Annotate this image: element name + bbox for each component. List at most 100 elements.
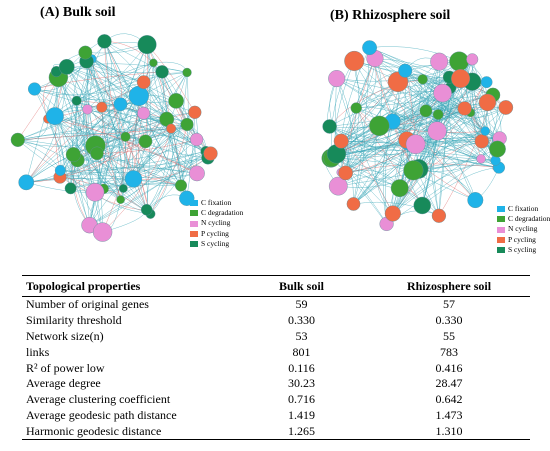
table-cell: 0.116 (288, 360, 315, 375)
network-edge (54, 116, 90, 226)
table-header: Bulk soil (278, 279, 325, 293)
network-edge (341, 110, 427, 142)
network-node (405, 134, 426, 155)
network-edge (89, 153, 211, 226)
network-node (174, 179, 187, 192)
network-edge (425, 110, 440, 216)
table-cell: Average degree (26, 376, 101, 391)
table-row: Average clustering coefficient 0.716 0.642 (22, 392, 530, 408)
network-edge (85, 52, 187, 199)
network-node (137, 35, 157, 55)
network-edge (54, 115, 146, 142)
network-edge (89, 151, 206, 226)
network-edge (54, 115, 121, 200)
network-node (466, 53, 479, 66)
network-edge (76, 41, 105, 161)
legend-item-c-fixation: C fixation (190, 198, 243, 208)
table-cell: 783 (440, 344, 458, 359)
network-edge (34, 81, 144, 96)
network-node (97, 34, 112, 49)
network-node (138, 134, 153, 149)
network-edge (120, 128, 172, 200)
legend-item-p-cycling: P cycling (190, 229, 243, 239)
network-edge (26, 177, 124, 189)
network-node (116, 195, 125, 204)
network-edge (369, 47, 488, 103)
network-edge (17, 136, 126, 147)
network-edge (86, 109, 103, 233)
network-node (333, 133, 349, 149)
network-node (427, 121, 447, 141)
legend-label: N cycling (201, 218, 231, 228)
network-node (189, 165, 205, 182)
network-node (384, 205, 401, 222)
network-edge (76, 99, 188, 125)
legend-label: P cycling (201, 228, 229, 238)
network-node (328, 70, 346, 88)
network-edge (145, 72, 188, 142)
network-edge (146, 128, 172, 210)
network-node (64, 182, 77, 195)
legend-label: C fixation (508, 204, 539, 213)
table-cell: 53 (295, 328, 308, 343)
network-node (449, 51, 469, 72)
network-node (140, 204, 153, 216)
table-header: Topological properties (26, 279, 141, 293)
network-node (124, 170, 143, 188)
legend-label: N cycling (508, 224, 538, 234)
network-edge (76, 72, 188, 101)
network-node (451, 69, 471, 89)
network-edge (119, 104, 124, 189)
legend-label: C fixation (201, 198, 232, 207)
network-edge (26, 109, 88, 183)
legend-swatch (190, 240, 198, 247)
network-node (92, 222, 113, 242)
legend-label: S cycling (508, 244, 537, 254)
network-node (431, 208, 447, 223)
legend-item-c-degradation: C degradation (190, 208, 243, 218)
network-node (476, 154, 486, 164)
legend-swatch (190, 220, 198, 227)
table-row: Average geodesic path distance 1.419 1.473 (22, 408, 530, 424)
network-edge (87, 109, 211, 154)
network-node (369, 115, 390, 136)
network-edge (146, 44, 188, 125)
network-node (390, 179, 409, 198)
table-cell: 0.330 (288, 313, 315, 328)
network-edge (331, 141, 482, 159)
table-cell: 0.416 (435, 360, 463, 375)
network-edge (17, 139, 96, 193)
network-node (362, 40, 377, 56)
network-node (322, 119, 337, 134)
network-edge (336, 141, 482, 155)
table-cell: Network size(n) (26, 328, 104, 343)
network-node (478, 93, 497, 112)
table-cell: 1.473 (435, 407, 463, 422)
network-node (489, 140, 506, 158)
network-node (417, 74, 428, 85)
table-row: Harmonic geodesic distance 1.265 1.310 (22, 423, 530, 440)
legend-item-p-cycling: P cycling (497, 235, 550, 245)
network-node (188, 105, 202, 119)
network-node (113, 97, 128, 112)
network-node (82, 104, 93, 115)
network-edge (392, 138, 500, 214)
network-node (338, 165, 353, 181)
panel-title-bulk: (A) Bulk soil (40, 5, 116, 20)
network-node (137, 106, 150, 120)
table-cell: 0.642 (435, 392, 463, 407)
legend-label: C degradation (508, 214, 550, 224)
network-edge (34, 71, 163, 90)
network-edge (85, 52, 151, 214)
network-edge (135, 95, 147, 210)
network-edge (94, 41, 110, 193)
network-node (54, 164, 66, 176)
legend-item-n-cycling: N cycling (497, 224, 550, 234)
network-edge (353, 79, 423, 205)
network-graph-bulk (10, 33, 218, 242)
table-cell: 57 (443, 297, 455, 312)
network-node (398, 63, 413, 78)
network-edge (104, 41, 146, 142)
network-edge (115, 136, 126, 200)
network-node (128, 85, 149, 106)
